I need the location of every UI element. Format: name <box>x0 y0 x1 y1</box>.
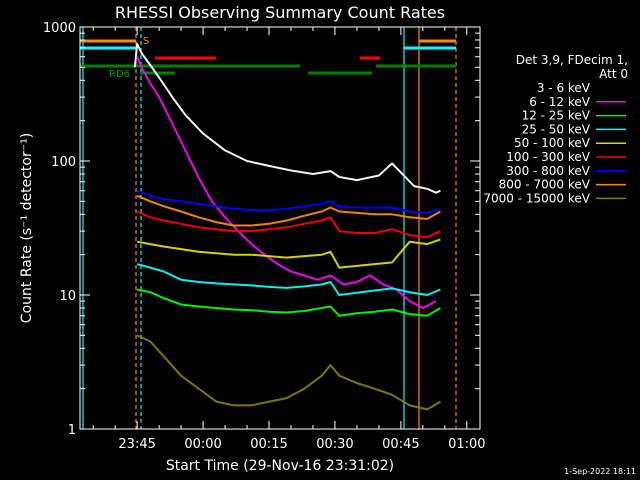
y-axis-label: Count Rate (s⁻¹ detector⁻¹) <box>19 133 35 323</box>
legend-label-7: 800 - 7000 keV <box>499 178 591 192</box>
legend-label-8: 7000 - 15000 keV <box>483 191 590 205</box>
series-line-8 <box>136 334 441 411</box>
y-tick-label-3: 1000 <box>43 21 76 36</box>
legend-label-2: 12 - 25 keV <box>522 109 591 123</box>
annotation-s: S <box>143 36 149 47</box>
legend-label-6: 300 - 800 keV <box>506 164 590 178</box>
plot-frame <box>79 26 481 430</box>
x-tick-label-0: 23:45 <box>118 437 155 452</box>
series-line-5 <box>136 210 441 239</box>
series-line-2 <box>136 288 441 317</box>
x-tick-label-4: 00:45 <box>382 437 419 452</box>
legend-label-5: 100 - 300 keV <box>506 150 590 164</box>
series-line-4 <box>136 238 441 269</box>
axis-ticks: 23:45 00:00 00:15 00:30 00:45 01:00 1 10 100 1000 <box>43 21 486 452</box>
x-axis-label: Start Time (29-Nov-16 23:31:02) <box>166 458 394 474</box>
legend-header-line2: Att 0 <box>599 67 628 81</box>
y-tick-label-2: 100 <box>51 155 76 170</box>
legend-header-line1: Det 3,9, FDecim 1, <box>516 53 628 67</box>
footer-timestamp: 1-Sep-2022 18:11 <box>564 467 636 476</box>
legend-label-3: 25 - 50 keV <box>522 122 591 136</box>
chart-title: RHESSI Observing Summary Count Rates <box>115 3 445 22</box>
y-tick-label-0: 1 <box>68 423 76 438</box>
series-line-3 <box>136 263 441 296</box>
series-line-6 <box>136 189 441 214</box>
annotation-rd6: RD6 <box>109 69 130 80</box>
flag-bars <box>80 27 457 429</box>
legend-label-1: 6 - 12 keV <box>529 95 591 109</box>
series-line-1 <box>136 56 437 309</box>
x-tick-label-1: 00:00 <box>184 437 221 452</box>
legend-label-4: 50 - 100 keV <box>514 136 591 150</box>
y-tick-label-1: 10 <box>59 289 76 304</box>
x-tick-label-2: 00:15 <box>250 437 287 452</box>
series-line-0 <box>133 42 441 194</box>
series-line-7 <box>136 194 441 227</box>
x-tick-label-5: 01:00 <box>448 437 485 452</box>
series-lines <box>133 42 441 411</box>
legend-label-0: 3 - 6 keV <box>537 81 591 95</box>
x-tick-label-3: 00:30 <box>316 437 353 452</box>
